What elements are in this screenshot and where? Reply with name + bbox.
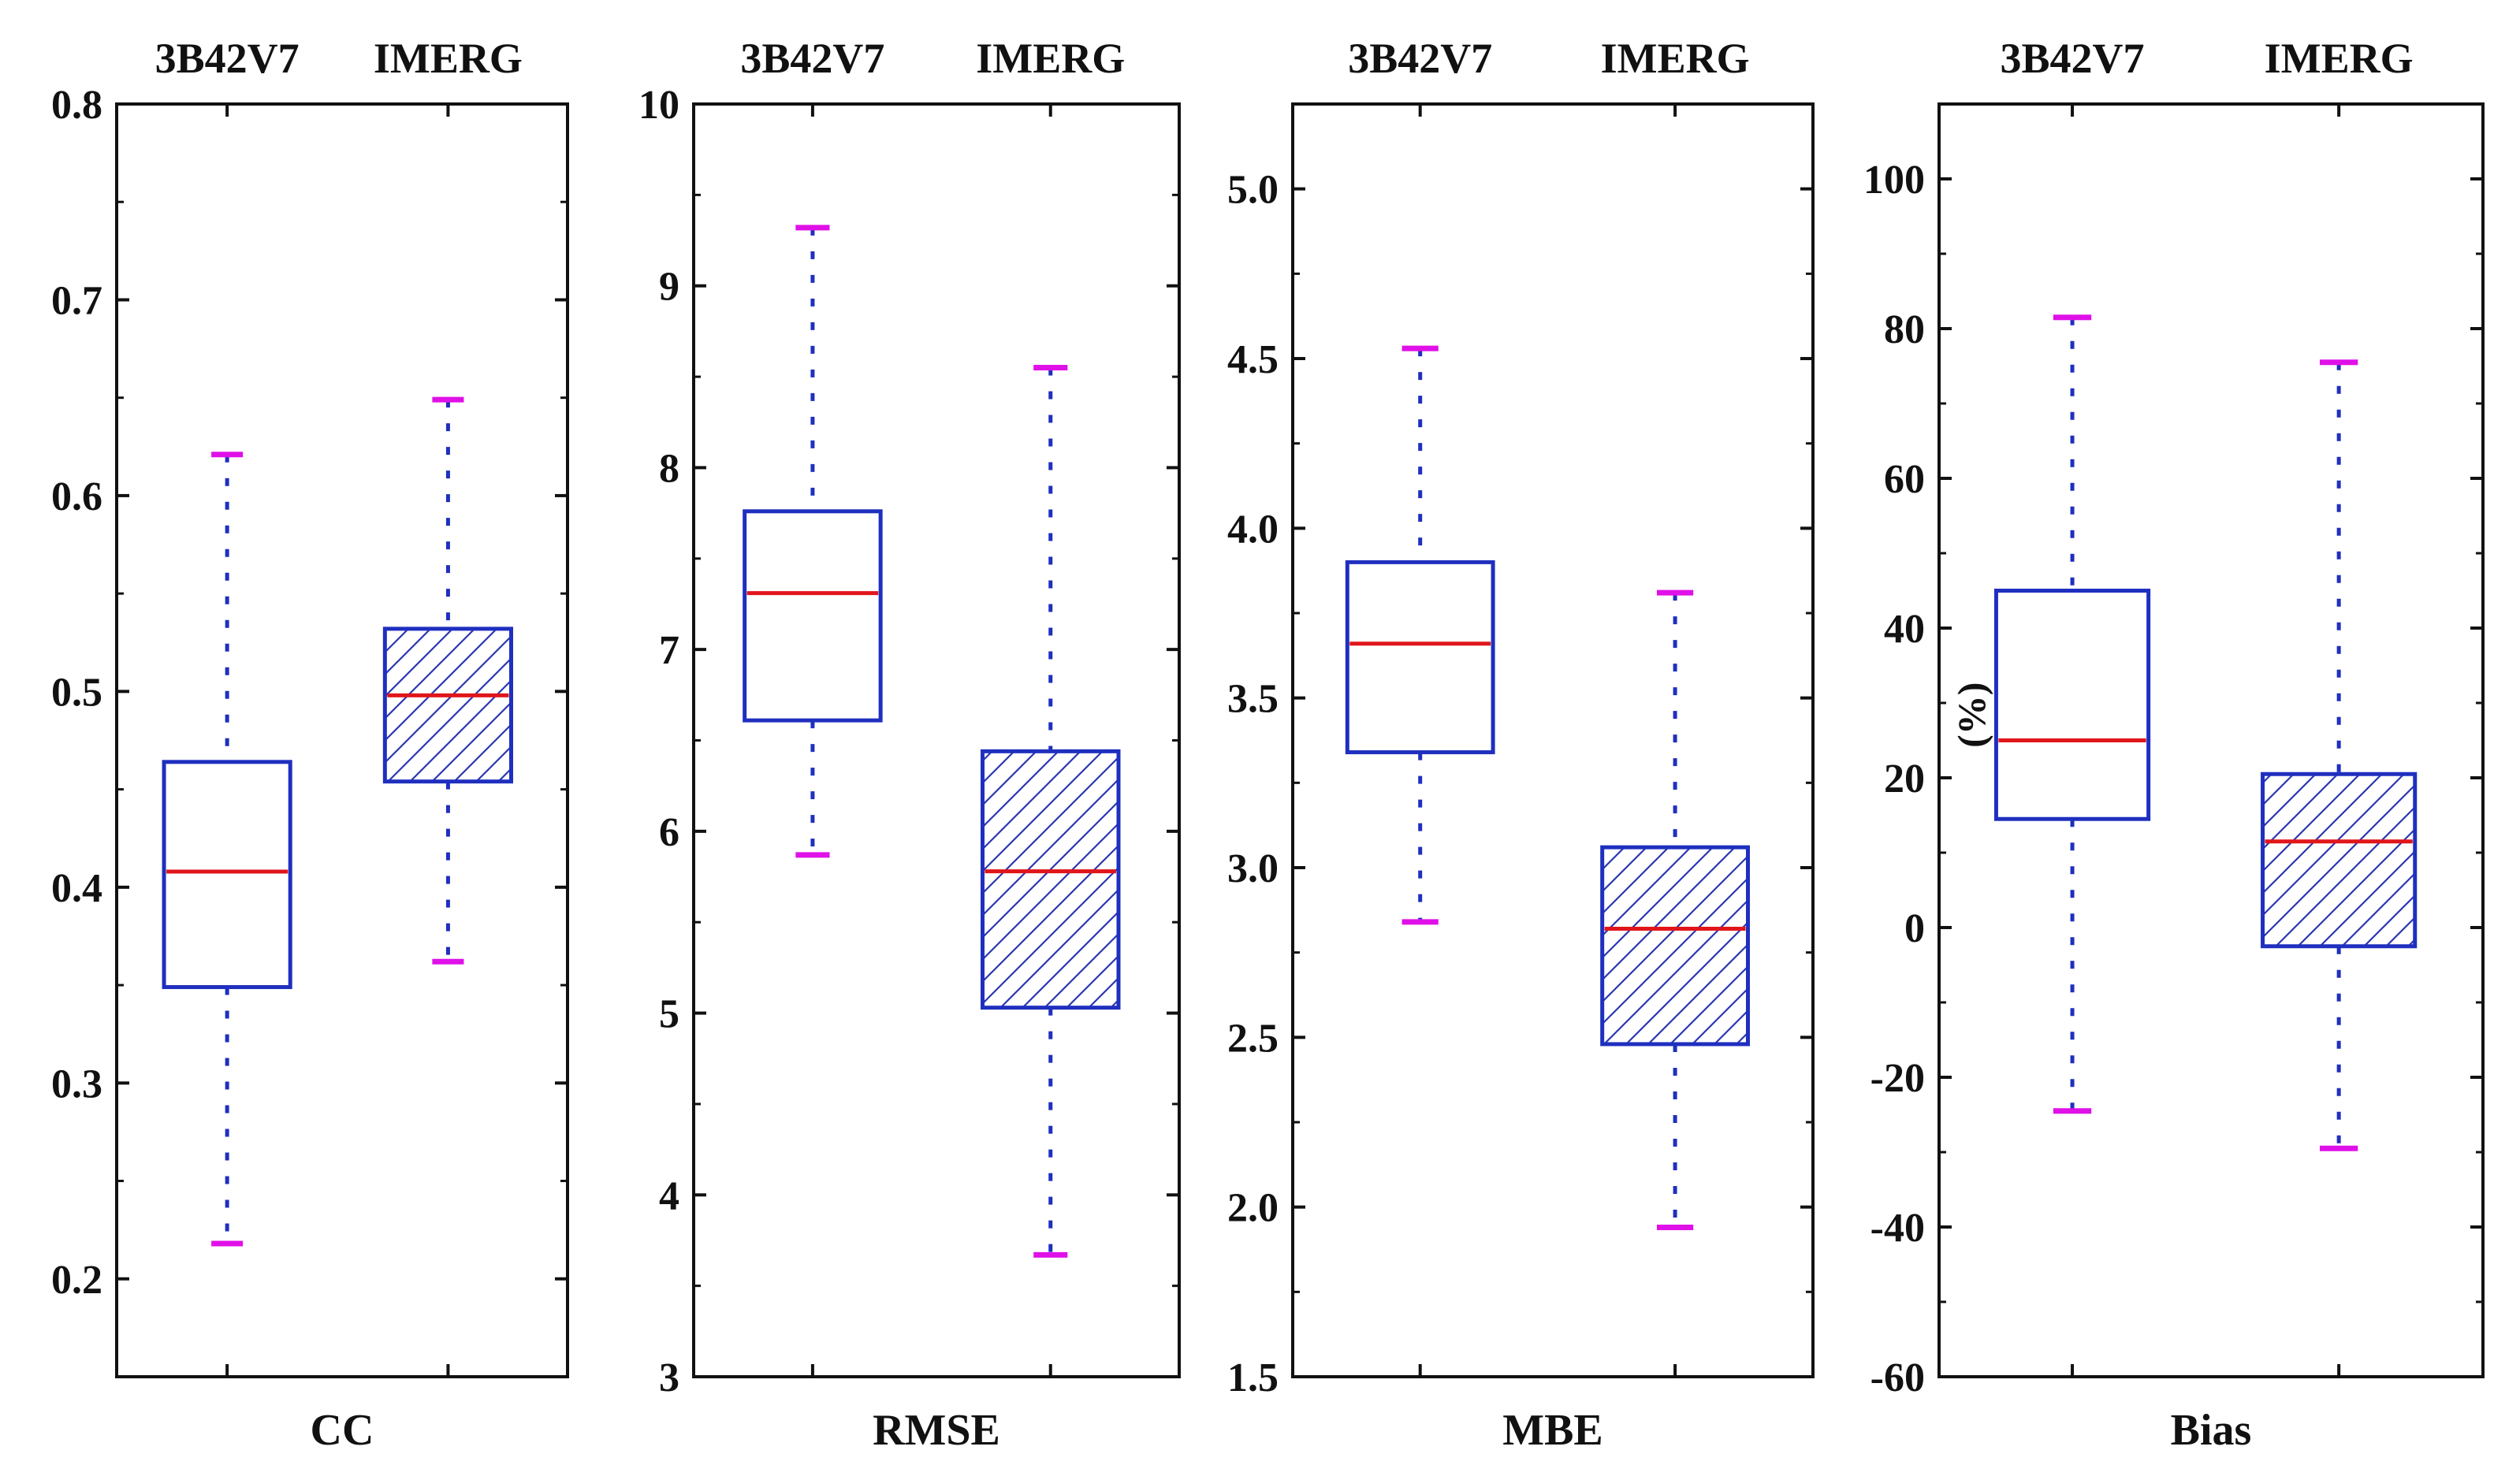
y-tick-label: -20 [1870,1056,1925,1101]
y-tick-label: 40 [1884,607,1925,652]
box-3b42v7: 3B42V7 [155,35,300,1247]
panel-rmse: 3 4 5 6 7 8 9 10 RMSE 3B42V7 IMERG [638,35,1181,1455]
y-tick-label: 2.5 [1227,1016,1279,1061]
y-tick-label: 5 [659,992,679,1037]
y-tick-label: 0.6 [51,474,102,519]
y-tick-label: 10 [638,83,679,128]
iqr-box [382,627,513,784]
y-tick-label: 100 [1863,158,1925,203]
y-tick-label: 5.0 [1227,168,1279,213]
box-imerg: IMERG [374,35,523,965]
y-tick-label: 3.5 [1227,677,1279,722]
group-label: 3B42V7 [1348,35,1492,82]
group-label: 3B42V7 [740,35,884,82]
plot-frame [115,102,569,1378]
y-tick-label: 3 [659,1355,679,1400]
y-tick-label: 8 [659,446,679,491]
iqr-box [162,760,292,990]
panel-bias: -60 -40 -20 0 20 40 60 80 100 Bias (%) 3B42V7 IMERG [1863,35,2485,1455]
y-tick-label: 4.5 [1227,337,1279,382]
group-label: IMERG [374,35,523,82]
box-imerg: IMERG [2261,35,2418,1151]
y-tick-label: 0.4 [51,866,102,911]
y-tick-label: 80 [1884,307,1925,352]
iqr-box [743,509,883,723]
plot-frame [1937,102,2485,1378]
metric-label: RMSE [873,1406,1000,1455]
y-tick-label: 1.5 [1227,1355,1279,1400]
y-tick-label: 20 [1884,757,1925,801]
group-label: 3B42V7 [155,35,300,82]
box-3b42v7: 3B42V7 [740,35,884,858]
y-axis-label: (%) [1949,682,1993,748]
y-tick-label: 0 [1904,906,1925,951]
y-tick-label: 0.2 [51,1258,102,1303]
plot-frame [692,102,1181,1378]
plot-frame [1291,102,1815,1378]
panel-mbe: 1.5 2.0 2.5 3.0 3.5 4.0 4.5 5.0 MBE 3B42V7 IMERG [1227,35,1815,1455]
y-tick-label: -60 [1870,1355,1925,1400]
y-tick-label: 0.8 [51,83,102,128]
group-label: IMERG [976,35,1125,82]
y-tick-label: 4 [659,1173,679,1218]
y-tick-label: 9 [659,265,679,310]
box-3b42v7: 3B42V7 [1993,35,2151,1114]
box-imerg: IMERG [1600,35,1750,1231]
y-tick-label: 0.3 [51,1062,102,1106]
y-tick-label: 0.5 [51,670,102,715]
iqr-box [1600,845,1750,1047]
y-tick-label: 3.0 [1227,846,1279,891]
y-tick-label: 60 [1884,457,1925,502]
group-label: IMERG [1601,35,1750,82]
y-tick-label: 2.0 [1227,1186,1279,1231]
iqr-box [1345,560,1495,755]
y-tick-label: 4.0 [1227,507,1279,552]
iqr-box [2261,772,2418,949]
box-3b42v7: 3B42V7 [1345,35,1495,925]
iqr-box [1993,589,2151,821]
y-tick-label: 6 [659,810,679,855]
iqr-box [981,749,1121,1010]
metric-label: CC [311,1406,374,1455]
panel-cc: 0.2 0.3 0.4 0.5 0.6 0.7 0.8 CC 3B42V7 IMERG [51,35,569,1455]
group-label: IMERG [2265,35,2414,82]
group-label: 3B42V7 [2001,35,2145,82]
y-tick-label: 0.7 [51,278,102,323]
metric-label: Bias [2171,1406,2252,1455]
metric-label: MBE [1502,1406,1603,1455]
y-tick-label: -40 [1870,1206,1925,1251]
box-imerg: IMERG [976,35,1125,1258]
y-tick-label: 7 [659,628,679,673]
